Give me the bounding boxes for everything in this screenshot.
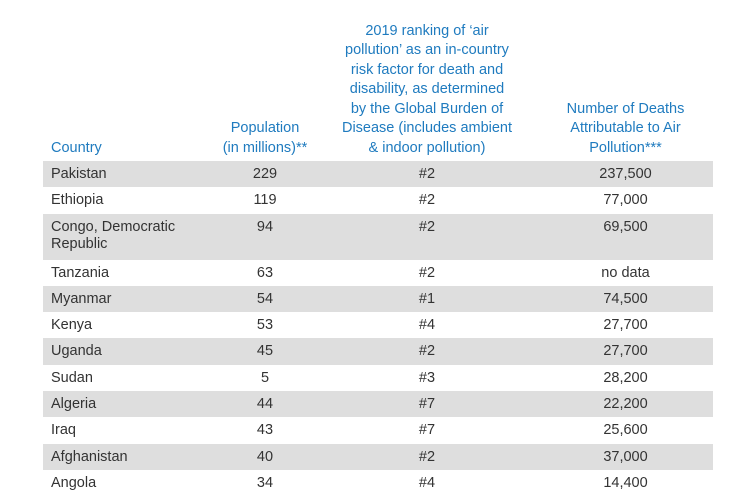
population-cell: 45 bbox=[256, 343, 274, 360]
population-cell: 44 bbox=[256, 396, 274, 413]
deaths-cell: 237,500 bbox=[599, 166, 652, 182]
country-cell: Iraq bbox=[51, 422, 76, 439]
table-row: Myanmar 54 #1 74,500 bbox=[43, 285, 713, 313]
deaths-cell: 22,200 bbox=[603, 396, 648, 413]
table-header: Country Population (in millions)** 2019 … bbox=[43, 0, 713, 161]
ranking-cell: #2 bbox=[418, 166, 436, 182]
country-cell: Algeria bbox=[51, 396, 97, 413]
country-cell: Pakistan bbox=[51, 166, 107, 182]
ranking-cell: #2 bbox=[418, 343, 436, 360]
header-deaths: Number of Deaths Attributable to Air Pol… bbox=[566, 100, 685, 156]
deaths-cell: 27,700 bbox=[603, 343, 648, 360]
deaths-cell: no data bbox=[601, 264, 650, 281]
table-row: Congo, Democratic Republic 94 #2 69,500 bbox=[43, 213, 713, 260]
table-row: Tanzania 63 #2 no data bbox=[43, 260, 713, 286]
deaths-cell: 69,500 bbox=[603, 218, 648, 235]
table-row: Iraq 43 #7 25,600 bbox=[43, 417, 713, 443]
country-cell: Myanmar bbox=[51, 290, 112, 307]
country-cell: Congo, Democratic Republic bbox=[51, 218, 176, 252]
deaths-cell: 74,500 bbox=[603, 290, 648, 307]
header-ranking: 2019 ranking of ‘air pollution’ as an in… bbox=[341, 22, 513, 156]
deaths-cell: 28,200 bbox=[603, 369, 648, 386]
population-cell: 40 bbox=[256, 448, 274, 465]
population-cell: 119 bbox=[253, 192, 277, 209]
table-row: Uganda 45 #2 27,700 bbox=[43, 338, 713, 365]
deaths-cell: 37,000 bbox=[603, 448, 648, 465]
ranking-cell: #4 bbox=[418, 474, 436, 491]
ranking-cell: #2 bbox=[418, 448, 436, 465]
country-cell: Kenya bbox=[51, 317, 93, 334]
table-row: Afghanistan 40 #2 37,000 bbox=[43, 443, 713, 470]
population-cell: 94 bbox=[256, 218, 274, 235]
country-cell: Sudan bbox=[51, 369, 93, 386]
deaths-cell: 25,600 bbox=[603, 422, 648, 439]
ranking-cell: #7 bbox=[418, 422, 436, 439]
ranking-cell: #2 bbox=[418, 264, 436, 281]
country-cell: Tanzania bbox=[51, 264, 110, 281]
deaths-cell: 14,400 bbox=[603, 474, 648, 491]
table-row: Algeria 44 #7 22,200 bbox=[43, 391, 713, 418]
air-pollution-table: Country Population (in millions)** 2019 … bbox=[43, 0, 713, 496]
population-cell: 63 bbox=[256, 264, 274, 281]
country-cell: Uganda bbox=[51, 343, 102, 360]
country-cell: Afghanistan bbox=[51, 448, 128, 465]
ranking-cell: #2 bbox=[418, 192, 436, 209]
table-row: Angola 34 #4 14,400 bbox=[43, 470, 713, 496]
table-row: Sudan 5 #3 28,200 bbox=[43, 365, 713, 391]
header-country: Country bbox=[51, 139, 102, 156]
ranking-cell: #1 bbox=[418, 290, 436, 307]
country-cell: Angola bbox=[51, 474, 97, 491]
ranking-cell: #7 bbox=[418, 396, 436, 413]
population-cell: 229 bbox=[252, 166, 278, 182]
ranking-cell: #4 bbox=[418, 317, 436, 334]
deaths-cell: 77,000 bbox=[603, 192, 648, 209]
table-row: Ethiopia 119 #2 77,000 bbox=[43, 187, 713, 213]
table-row: Pakistan 229 #2 237,500 bbox=[43, 161, 713, 188]
population-cell: 54 bbox=[256, 290, 274, 307]
ranking-cell: #2 bbox=[418, 218, 436, 235]
ranking-cell: #3 bbox=[418, 369, 436, 386]
population-cell: 5 bbox=[260, 369, 270, 386]
table-row: Kenya 53 #4 27,700 bbox=[43, 312, 713, 338]
population-cell: 53 bbox=[256, 317, 274, 334]
population-cell: 43 bbox=[256, 422, 274, 439]
deaths-cell: 27,700 bbox=[603, 317, 648, 334]
country-cell: Ethiopia bbox=[51, 192, 104, 209]
header-population: Population (in millions)** bbox=[222, 120, 308, 156]
population-cell: 34 bbox=[256, 474, 274, 491]
